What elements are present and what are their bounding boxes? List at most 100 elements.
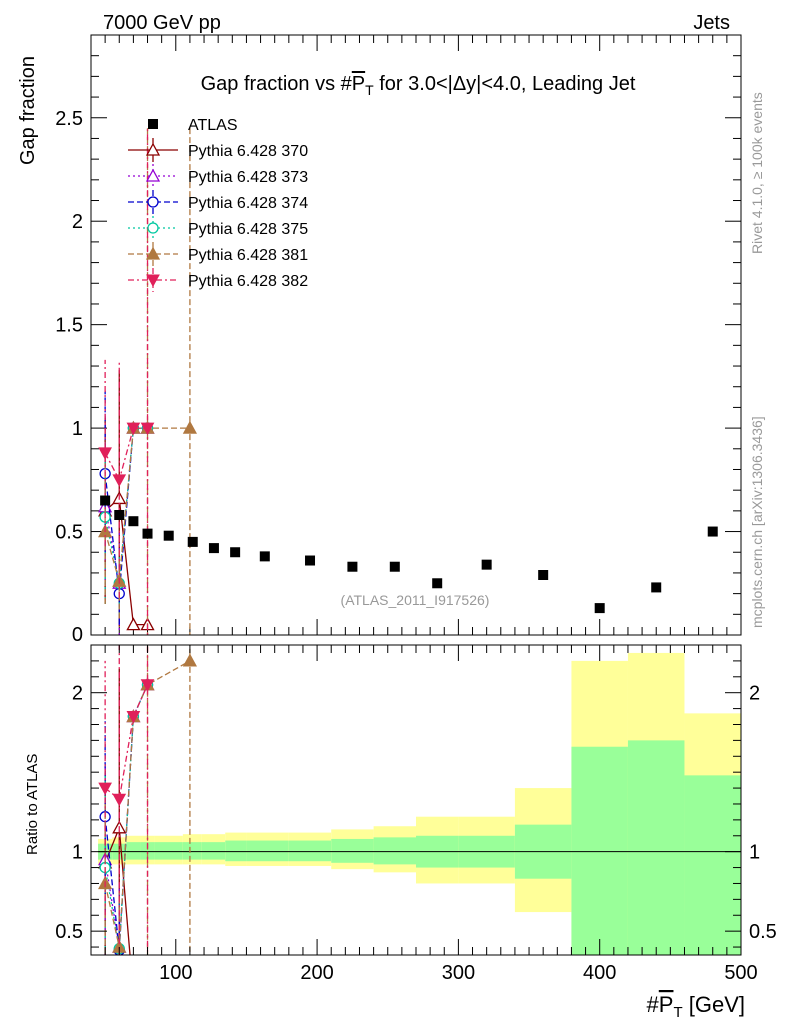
legend-label-p373: Pythia 6.428 373 <box>188 169 308 186</box>
ratio-point-p382 <box>140 679 155 692</box>
chart-title-p: P <box>352 73 365 95</box>
chart-title-suffix: for 3.0<|Δy|<4.0, Leading Jet <box>374 73 636 95</box>
header-left: 7000 GeV pp <box>103 12 221 34</box>
legend-marker-p375 <box>147 222 159 234</box>
main-y-tick-label: 2.5 <box>55 108 83 130</box>
x-tick-label: 300 <box>442 962 475 984</box>
x-tick-label: 100 <box>159 962 192 984</box>
ratio-ticks: 0.5 0.5 1 1 2 2 100 200 300 400 500 <box>55 645 777 984</box>
legend-label-p370: Pythia 6.428 370 <box>188 143 308 160</box>
ratio-panel: 0.5 0.5 1 1 2 2 100 200 300 400 500 Ratio to ATLAS… <box>24 644 777 1021</box>
ratio-band-inner <box>373 837 416 865</box>
main-y-tick-label: 2 <box>72 211 83 233</box>
header-right: Jets <box>693 12 730 34</box>
ratio-band-inner <box>627 740 685 955</box>
ratio-line-p374 <box>104 684 149 951</box>
main-y-tick-label: 0 <box>72 624 83 646</box>
main-line-p382 <box>104 427 148 482</box>
legend-label-atlas: ATLAS <box>188 117 238 134</box>
ratio-band-inner <box>571 746 628 955</box>
main-point-p370 <box>126 617 141 631</box>
atlas-point <box>389 561 400 572</box>
legend-marker-p374 <box>147 196 159 208</box>
legend: ATLAS Pythia 6.428 370 Pythia 6.428 373 Pyt… <box>128 117 308 292</box>
atlas-point <box>208 543 219 554</box>
legend-label-p381: Pythia 6.428 381 <box>188 247 308 264</box>
atlas-point <box>230 547 241 558</box>
main-y-ticks: 0.5 1 1.5 2 2.5 0 <box>55 35 742 646</box>
legend-marker-p370 <box>145 142 161 156</box>
ratio-point-p381 <box>182 653 198 667</box>
main-point-p381 <box>182 420 198 434</box>
atlas-point <box>187 536 198 547</box>
mcplots-label: mcplots.cern.ch [arXiv:1306.3436] <box>749 416 765 628</box>
ratio-y-tick-label: 0.5 <box>55 921 83 943</box>
atlas-point <box>707 526 718 537</box>
legend-label-p375: Pythia 6.428 375 <box>188 221 308 238</box>
atlas-point <box>432 578 443 589</box>
ratio-line-p373 <box>104 684 149 948</box>
x-tick-label: 400 <box>583 962 616 984</box>
ratio-mc-series <box>98 645 198 1000</box>
main-point-p382 <box>98 447 112 460</box>
analysis-tag: (ATLAS_2011_I917526) <box>341 592 490 608</box>
atlas-point <box>114 510 125 520</box>
atlas-point <box>305 555 316 566</box>
main-point-p382 <box>126 422 141 436</box>
x-label-prefix: # <box>647 992 660 1017</box>
atlas-point <box>347 561 358 572</box>
legend-label-p382: Pythia 6.428 382 <box>188 273 308 290</box>
rivet-label: Rivet 4.1.0, ≥ 100k events <box>749 92 765 254</box>
ratio-y-tick-label-right: 1 <box>749 842 760 864</box>
main-point-p382 <box>112 474 127 487</box>
ratio-y-tick-label-right: 0.5 <box>749 921 777 943</box>
atlas-point <box>594 603 605 614</box>
ratio-point-p382 <box>98 782 112 796</box>
atlas-point <box>538 570 549 580</box>
ratio-line-p381 <box>104 660 191 948</box>
legend-marker-p373 <box>145 168 161 182</box>
legend-marker-p381 <box>145 246 161 260</box>
ratio-uncertainty-bands <box>98 652 741 955</box>
x-label-p: P <box>659 992 674 1017</box>
ratio-band-inner <box>126 842 141 860</box>
x-tick-label: 500 <box>724 962 757 984</box>
x-label-suffix: [GeV] <box>683 992 745 1017</box>
main-panel: 0.5 1 1.5 2 2.5 0 (ATLAS_2011_I917526) Gap fr… <box>17 34 742 646</box>
ratio-point-p382 <box>126 711 141 724</box>
ratio-line-p382 <box>104 684 149 801</box>
ratio-y-label: Ratio to ATLAS <box>24 754 41 855</box>
legend-label-p374: Pythia 6.428 374 <box>188 195 308 212</box>
atlas-point <box>651 582 662 593</box>
atlas-point <box>163 530 174 541</box>
atlas-points <box>100 495 718 614</box>
ratio-frame <box>90 644 742 956</box>
x-label-t: T <box>673 1004 682 1021</box>
ratio-point-p370 <box>127 989 139 1000</box>
ratio-band-inner <box>182 842 202 860</box>
ratio-band-inner <box>201 842 226 860</box>
main-mc-series <box>98 128 198 635</box>
ratio-band-inner <box>288 840 332 862</box>
atlas-point <box>100 495 111 506</box>
ratio-y-tick-label: 2 <box>72 683 83 705</box>
main-line-p370 <box>104 497 148 626</box>
ratio-y-tick-label-right: 2 <box>749 683 760 705</box>
chart-title: Gap fraction vs #PT for 3.0<|Δy|<4.0, Le… <box>201 73 636 98</box>
legend-marker-p382 <box>146 274 160 288</box>
x-axis-label: #PT [GeV] <box>647 992 745 1021</box>
atlas-point <box>128 516 139 527</box>
ratio-line-p375 <box>104 684 149 949</box>
legend-marker-atlas <box>148 119 158 129</box>
main-y-tick-label: 1.5 <box>55 315 83 337</box>
main-y-tick-label: 0.5 <box>55 522 83 544</box>
ratio-band-inner <box>684 775 741 955</box>
x-tick-label: 200 <box>300 962 333 984</box>
ratio-band-inner <box>154 842 183 860</box>
main-y-tick-label: 1 <box>72 418 83 440</box>
ratio-band-inner <box>225 840 247 862</box>
ratio-band-inner <box>246 840 289 862</box>
atlas-point <box>481 559 492 570</box>
ratio-y-tick-label: 1 <box>72 842 83 864</box>
